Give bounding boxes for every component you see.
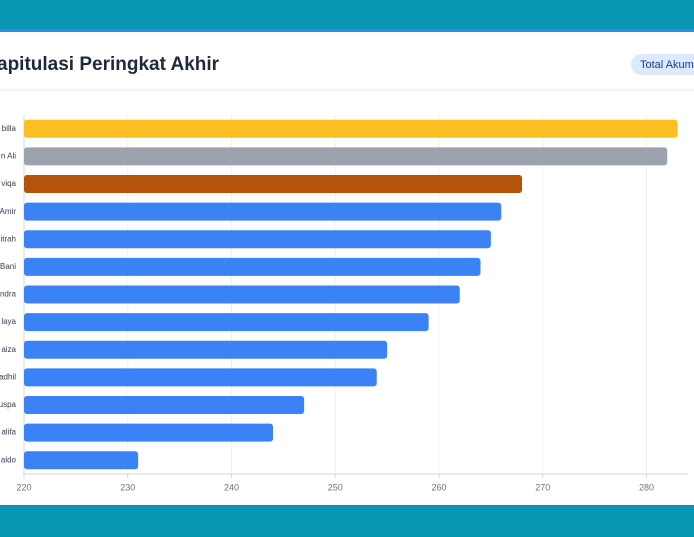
x-tick-label: 220: [16, 482, 31, 492]
bar: [24, 202, 502, 221]
y-tick-label: Bani: [0, 262, 16, 271]
bar: [24, 340, 388, 359]
badge-text: Total Akum: [640, 59, 694, 71]
x-tick-label: 260: [431, 482, 446, 492]
x-tick-label: 270: [535, 482, 550, 492]
bar: [24, 313, 429, 332]
x-tick-label: 240: [224, 482, 239, 492]
y-tick-label: Amir: [0, 207, 16, 216]
y-tick-label: aldo: [1, 455, 17, 464]
y-tick-label: n Ali: [1, 152, 16, 161]
y-tick-label: viqa: [1, 179, 16, 188]
bar: [24, 285, 460, 304]
y-tick-label: billa: [2, 124, 17, 133]
bar: [24, 395, 305, 414]
bar: [24, 423, 273, 442]
bar: [24, 368, 377, 387]
y-tick-label: ndra: [0, 290, 17, 299]
card-top-border: [0, 29, 694, 32]
bar: [24, 451, 139, 470]
x-tick-label: 280: [639, 482, 654, 492]
x-tick-label: 230: [120, 482, 135, 492]
x-tick-label: 250: [328, 482, 343, 492]
chart-title: apitulasi Peringkat Akhir: [0, 54, 220, 75]
y-tick-label: alifa: [1, 428, 16, 437]
bar: [24, 147, 668, 166]
bar: [24, 257, 481, 276]
y-tick-label: itrah: [0, 234, 16, 243]
badge: [631, 54, 694, 75]
y-tick-label: adhil: [0, 372, 16, 381]
y-tick-label: aiza: [1, 345, 16, 354]
bar: [24, 119, 678, 138]
y-tick-label: laya: [1, 317, 16, 326]
y-tick-label: uspa: [0, 400, 17, 409]
bar: [24, 175, 522, 194]
bar: [24, 230, 491, 249]
